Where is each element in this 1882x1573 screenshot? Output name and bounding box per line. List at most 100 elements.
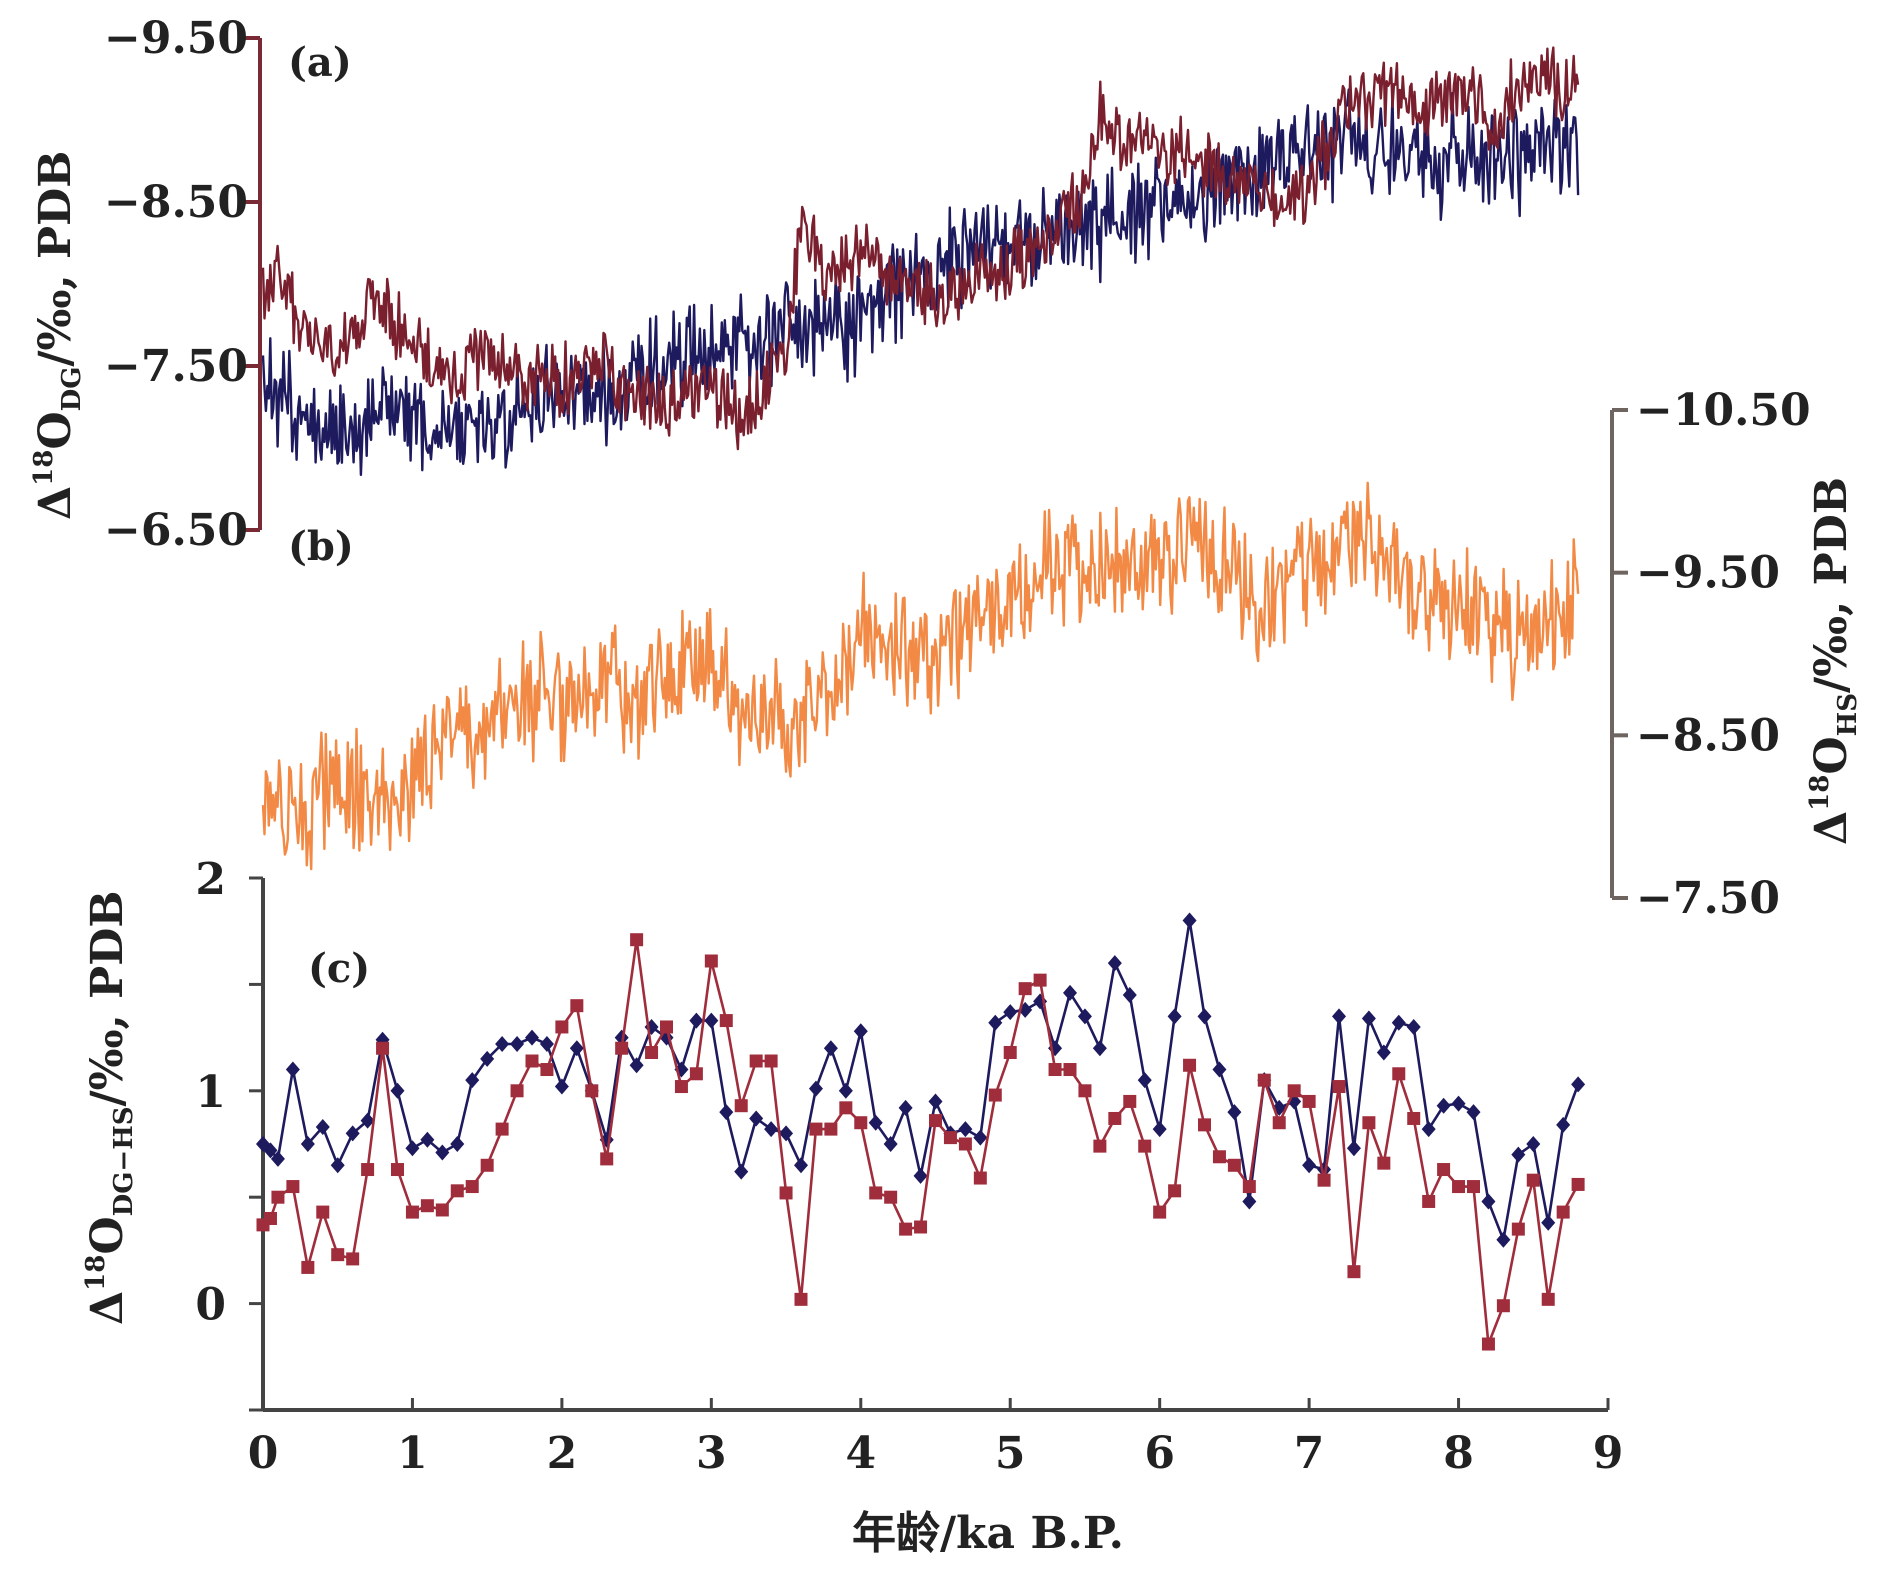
panel-c-series-1-point bbox=[1361, 1010, 1376, 1027]
panel-c-series-1-point bbox=[1242, 1193, 1257, 1210]
panel-c-label: (c) bbox=[308, 945, 370, 992]
panel-c-series-2-point bbox=[1302, 1094, 1316, 1108]
panel-c-y-tick-label: 0 bbox=[195, 1280, 226, 1331]
panel-c-series-2-point bbox=[420, 1199, 434, 1213]
panel-c-series-2-point bbox=[1422, 1194, 1436, 1208]
panel-c-series-1-point bbox=[480, 1050, 495, 1067]
panel-c-series-1-point bbox=[689, 1012, 704, 1029]
panel-c-series-1-point bbox=[495, 1035, 510, 1052]
panel-c-series-1-point bbox=[1122, 987, 1137, 1004]
panel-c-series-1-point bbox=[435, 1144, 450, 1161]
panel-c-series-2-point bbox=[1347, 1265, 1361, 1279]
panel-a-series-group bbox=[261, 46, 1580, 476]
panel-c-series-2-point bbox=[914, 1220, 928, 1234]
panel-c-series-2-point bbox=[316, 1205, 330, 1219]
panel-c-series-1-point bbox=[779, 1125, 794, 1142]
panel-c-series-group bbox=[256, 912, 1586, 1351]
panel-c-series-1-point bbox=[868, 1114, 883, 1131]
panel-c-series-2-point bbox=[854, 1116, 868, 1130]
panel-c-series-2-point bbox=[1541, 1292, 1555, 1306]
panel-c-series-1-point bbox=[614, 1029, 629, 1046]
panel-b-y-title-prefix: Δ bbox=[1806, 811, 1857, 845]
panel-c-series-2-point bbox=[465, 1180, 479, 1194]
panel-a-y-tick-label: −7.50 bbox=[104, 341, 248, 392]
panel-c-series-2-point bbox=[704, 954, 718, 968]
panel-c-x-ticks: 0 1 2 3 4 5 6 7 8 9 bbox=[248, 1398, 1623, 1479]
panel-c-series-1-point bbox=[629, 1057, 644, 1074]
panel-c-series-2-point bbox=[1571, 1177, 1585, 1191]
panel-c-series-1-point bbox=[1167, 1008, 1182, 1025]
panel-c-series-2-point bbox=[630, 933, 644, 947]
panel-c-series-2-point bbox=[1452, 1180, 1466, 1194]
panel-c-series-2-point bbox=[1467, 1180, 1480, 1194]
panel-c-series-2-point bbox=[749, 1054, 763, 1068]
panel-c-series-2-point bbox=[899, 1222, 913, 1236]
panel-c-series-1-point bbox=[1391, 1014, 1406, 1031]
panel-c-series-2-point bbox=[973, 1171, 987, 1185]
panel-c-series-1-point bbox=[1436, 1097, 1451, 1114]
panel-c-series-1-point bbox=[928, 1093, 943, 1110]
panel-c-series-1-point bbox=[390, 1082, 405, 1099]
panel-c-series-2-point bbox=[600, 1152, 614, 1166]
panel-c-series-1-point bbox=[263, 1142, 278, 1159]
panel-c-series-1-point bbox=[1346, 1140, 1361, 1157]
panel-c-x-axis-title: 年龄/ka B.P. bbox=[852, 1508, 1124, 1559]
panel-c-series-1-point bbox=[749, 1110, 764, 1127]
panel-c-series-2-point bbox=[884, 1190, 898, 1204]
panel-b-series-group bbox=[261, 481, 1580, 871]
panel-b-y-title-suffix: /‰, PDB bbox=[1806, 477, 1857, 693]
panel-c-series-1-point bbox=[734, 1163, 749, 1180]
panel-c-series-1-point bbox=[465, 1072, 480, 1089]
panel-c-series-2-point bbox=[1018, 982, 1032, 996]
panel-c-series-1-point bbox=[1003, 1004, 1018, 1021]
panel-c-series-2-point bbox=[525, 1054, 539, 1068]
panel-c-series-2-point bbox=[585, 1084, 599, 1098]
panel-c-series-2-point bbox=[480, 1158, 494, 1172]
panel-c-x-tick-label: 7 bbox=[1294, 1428, 1325, 1479]
panel-b-y-tick-label: −10.50 bbox=[1636, 385, 1811, 436]
panel-a-y-title-sub: DG bbox=[57, 367, 87, 412]
panel-c-series-2-point bbox=[1377, 1156, 1391, 1170]
panel-c-series-1-point bbox=[988, 1014, 1003, 1031]
panel-c-series-1-point bbox=[345, 1125, 360, 1142]
panel-c-series-1-point bbox=[1526, 1136, 1541, 1152]
panel-b-y-tick-label: −7.50 bbox=[1636, 873, 1780, 924]
panel-c-series-1-point bbox=[1451, 1095, 1466, 1112]
panel-c-series-1-point bbox=[1227, 1104, 1242, 1121]
panel-a-series-2-line bbox=[261, 46, 1580, 451]
panel-c-series-2-point bbox=[1078, 1084, 1092, 1098]
panel-c-y-title-sub: DG−HS bbox=[109, 1106, 139, 1216]
panel-c-series-2-point bbox=[689, 1067, 703, 1081]
panel-c-series-1-point bbox=[1556, 1116, 1571, 1133]
panel-c-series-2-point bbox=[645, 1045, 659, 1059]
panel-c-series-1-point bbox=[808, 1080, 823, 1097]
panel-c-series-2-point bbox=[1033, 973, 1047, 987]
panel-b-series-1-line bbox=[261, 481, 1580, 871]
panel-c-series-2-point bbox=[943, 1131, 957, 1145]
panel-c-series-2-point bbox=[1168, 1184, 1182, 1198]
panel-c-y-axis-title: Δ18ODG−HS/‰, PDB bbox=[81, 890, 139, 1325]
panel-c-series-1-point bbox=[973, 1129, 988, 1146]
panel-a-y-title-prefix: Δ bbox=[30, 486, 81, 520]
panel-c-series-2-point bbox=[1392, 1067, 1406, 1081]
panel-c-series-2-point bbox=[1093, 1139, 1107, 1153]
panel-c-series-2-point bbox=[869, 1186, 883, 1200]
panel-a-y-title-suffix: /‰, PDB bbox=[30, 151, 81, 367]
panel-c-series-2-point bbox=[510, 1084, 524, 1098]
panel-c-series-1-point bbox=[1197, 1008, 1212, 1025]
panel-c-series-2-point bbox=[1511, 1222, 1525, 1236]
panel-c-series-2-point bbox=[1437, 1163, 1451, 1177]
panel-c-series-2-point bbox=[1108, 1111, 1122, 1125]
panel-c-y-title-prefix: Δ bbox=[82, 1291, 133, 1325]
panel-c-series-1-point bbox=[1406, 1018, 1421, 1035]
panel-c-y-ticks: 0 1 2 bbox=[195, 854, 263, 1412]
panel-c-series-1-point bbox=[1496, 1231, 1511, 1248]
panel-a-y-title-sup: 18 bbox=[29, 450, 59, 486]
panel-c-series-2-point bbox=[1063, 1063, 1077, 1077]
panel-c-series-1-point bbox=[1481, 1193, 1496, 1210]
panel-c-series-1-point bbox=[853, 1023, 868, 1040]
panel-c-series-1-point bbox=[1332, 1008, 1346, 1025]
panel-c-series-2-point bbox=[1123, 1094, 1137, 1108]
panel-c-series-1-line bbox=[262, 919, 1580, 1242]
panel-c-series-2-point bbox=[764, 1054, 778, 1068]
